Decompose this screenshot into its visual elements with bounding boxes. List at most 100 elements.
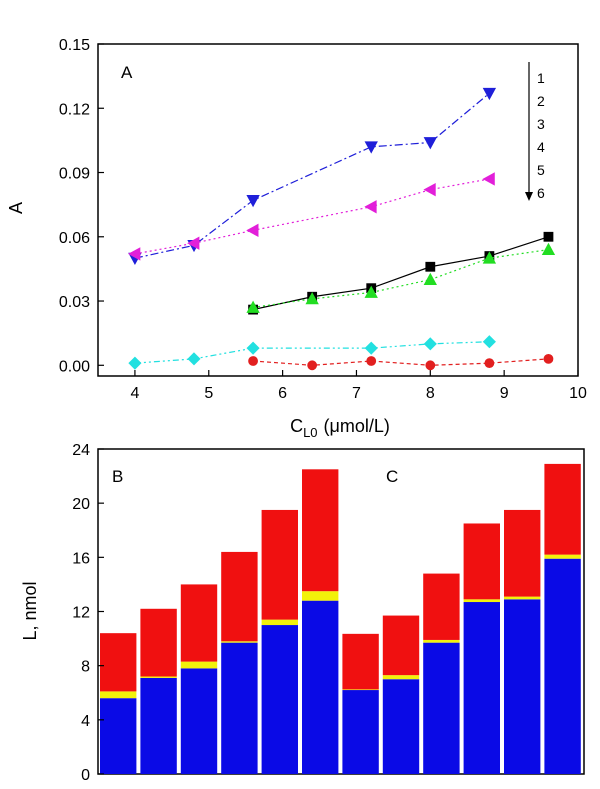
legend-number: 2 <box>537 93 545 109</box>
data-point <box>482 172 495 186</box>
bar-segment-yellow <box>423 639 460 643</box>
bar-segment-blue <box>180 668 218 774</box>
bar-stack-B2 <box>140 608 177 774</box>
legend-number: 4 <box>537 139 545 155</box>
bar-segment-red <box>140 608 177 677</box>
panel-b-label: B <box>112 467 123 486</box>
bar-segment-yellow <box>221 641 258 643</box>
bar-segment-red <box>544 463 581 555</box>
bar-segment-yellow <box>382 675 420 680</box>
bar-segment-yellow <box>180 661 218 669</box>
xlabel-sub: L0 <box>303 425 317 440</box>
data-point <box>425 261 436 272</box>
bar-segment-yellow <box>504 596 541 600</box>
y-tick-label: 0.12 <box>59 101 90 118</box>
data-point <box>543 231 554 242</box>
bar-segment-blue <box>100 698 137 774</box>
bar-segment-blue <box>140 677 177 774</box>
y-tick-label: 0 <box>81 767 90 784</box>
bar-stack-C6 <box>544 463 581 774</box>
data-point <box>246 300 260 313</box>
y-tick-label: 4 <box>81 713 90 730</box>
panel-bc: 0 4 8 12 16 20 24 B C L, nmol <box>20 442 585 784</box>
legend-arrow <box>525 62 533 201</box>
bar-segment-red <box>100 633 137 692</box>
data-point <box>543 353 554 364</box>
bar-segment-red <box>504 509 541 597</box>
y-tick-label: 0.03 <box>59 294 90 311</box>
bar-stack-C3 <box>423 573 460 774</box>
panel-a: 0.00 0.03 0.06 0.09 0.12 0.15 4 5 6 7 8 9 10 A A CL… <box>6 37 587 440</box>
series-line <box>252 249 549 309</box>
bar-stack-C2 <box>382 615 420 774</box>
data-point <box>364 285 378 298</box>
panel-bc-bars <box>100 463 581 774</box>
bar-segment-yellow <box>544 554 581 559</box>
x-tick-label: 8 <box>426 385 435 402</box>
bar-segment-blue <box>261 625 298 774</box>
series-line <box>134 178 490 255</box>
panel-a-x-ticks: 4 5 6 7 8 9 10 <box>130 370 587 402</box>
series-blue-down-triangle <box>128 87 497 266</box>
bar-stack-C5 <box>504 509 541 774</box>
bar-stack-B5 <box>261 509 298 774</box>
bar-segment-red <box>221 551 258 642</box>
bar-segment-red <box>382 615 420 676</box>
panel-bc-y-ticks: 0 4 8 12 16 20 24 <box>72 442 104 784</box>
data-point <box>364 141 378 154</box>
data-point <box>423 337 437 351</box>
bar-segment-red <box>423 573 460 640</box>
bar-stack-C4 <box>463 523 500 774</box>
data-point <box>246 194 260 208</box>
panel-a-label: A <box>121 63 133 82</box>
series-red-circle <box>248 353 554 371</box>
bar-segment-blue <box>342 690 379 774</box>
bar-segment-red <box>463 523 500 600</box>
bar-segment-yellow <box>302 591 339 601</box>
xlabel-unit: (μmol/L) <box>324 416 390 436</box>
series-magenta-left-triangle <box>128 172 495 261</box>
y-tick-label: 0.06 <box>59 230 90 247</box>
data-point <box>423 272 437 286</box>
legend-number: 3 <box>537 116 545 132</box>
series-line <box>253 358 549 366</box>
panel-a-ylabel: A <box>6 202 26 214</box>
data-point <box>423 182 436 197</box>
y-tick-label: 16 <box>72 550 90 567</box>
legend-arrow-head <box>525 192 533 201</box>
data-point <box>541 242 556 256</box>
bar-segment-yellow <box>261 619 298 626</box>
bar-segment-blue <box>504 599 541 774</box>
bar-segment-blue <box>382 679 420 774</box>
series-green-up-triangle <box>246 242 556 313</box>
data-point <box>248 356 258 366</box>
data-point <box>364 200 377 214</box>
x-tick-label: 10 <box>569 385 587 402</box>
legend-number: 1 <box>537 70 545 86</box>
x-tick-label: 4 <box>130 385 139 402</box>
bar-segment-yellow <box>140 676 177 678</box>
data-point <box>128 356 142 370</box>
bar-stack-B1 <box>100 633 137 774</box>
x-tick-label: 7 <box>352 385 361 402</box>
series-line <box>252 236 549 311</box>
bar-segment-red <box>302 469 339 592</box>
y-tick-label: 20 <box>72 496 90 513</box>
data-point <box>246 341 260 355</box>
data-point <box>364 341 378 355</box>
series-line <box>134 92 490 259</box>
x-tick-label: 5 <box>204 385 213 402</box>
data-point <box>305 292 319 305</box>
bar-stack-C1 <box>342 633 379 774</box>
panel-a-frame <box>97 43 579 377</box>
data-point <box>307 360 318 371</box>
data-point <box>482 87 497 101</box>
bar-segment-blue <box>423 642 460 774</box>
data-point <box>128 247 141 261</box>
bar-stack-B4 <box>221 551 258 774</box>
x-tick-label: 9 <box>500 385 509 402</box>
data-point <box>425 360 436 371</box>
panel-a-xlabel: CL0 (μmol/L) <box>290 416 390 440</box>
bar-stack-B6 <box>302 469 339 774</box>
